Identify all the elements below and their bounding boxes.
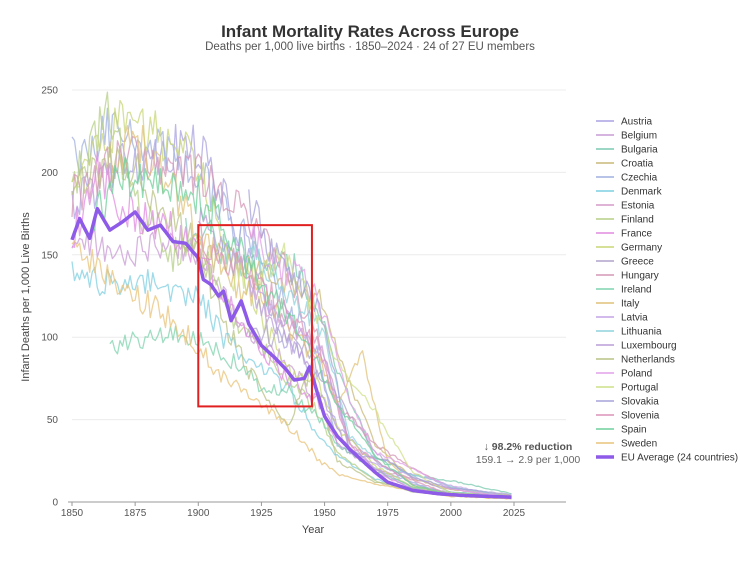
legend-item[interactable]: Italy [621, 299, 639, 310]
series-line-italy [109, 125, 512, 499]
legend-item[interactable]: Ireland [621, 285, 652, 296]
legend-item[interactable]: Denmark [621, 187, 663, 198]
legend-item[interactable]: Netherlands [621, 355, 675, 366]
legend-item[interactable]: Hungary [621, 271, 659, 282]
legend-item[interactable]: Croatia [621, 159, 654, 170]
legend-item[interactable]: Slovakia [621, 397, 659, 408]
legend-item[interactable]: Luxembourg [621, 341, 677, 352]
series-line-eu-average [70, 206, 512, 499]
legend-item[interactable]: Spain [621, 425, 647, 436]
chart-title: Infant Mortality Rates Across Europe [221, 22, 519, 41]
highlight-box-layer [197, 224, 313, 408]
y-tick-label: 100 [41, 333, 58, 344]
x-axis-title: Year [302, 524, 325, 536]
y-axis-title: Infant Deaths per 1,000 Live Births [20, 212, 32, 382]
x-tick-label: 1925 [250, 508, 273, 519]
legend-item[interactable]: France [621, 229, 653, 240]
y-tick-label: 0 [52, 498, 58, 509]
legend-item[interactable]: Poland [621, 369, 652, 380]
reduction-detail: 159.1 → 2.9 per 1,000 [476, 454, 581, 466]
legend-item[interactable]: Finland [621, 215, 654, 226]
series-line-spain [91, 156, 512, 499]
legend-item[interactable]: Latvia [621, 313, 648, 324]
highlight-box [197, 224, 313, 408]
legend-item[interactable]: Estonia [621, 201, 655, 212]
legend-item[interactable]: Germany [621, 243, 662, 254]
y-tick-label: 150 [41, 250, 58, 261]
legend-item[interactable]: Greece [621, 257, 654, 268]
reduction-annotation: ↓ 98.2% reduction [484, 441, 573, 453]
x-tick-label: 1875 [124, 508, 147, 519]
legend-item[interactable]: Portugal [621, 383, 658, 394]
legend-item[interactable]: Austria [621, 117, 653, 128]
x-tick-label: 2000 [440, 508, 463, 519]
series-line-ireland [109, 325, 512, 498]
legend-item[interactable]: Czechia [621, 173, 658, 184]
legend-item[interactable]: Lithuania [621, 327, 662, 338]
x-tick-label: 1975 [377, 508, 400, 519]
legend-item[interactable]: Slovenia [621, 411, 660, 422]
y-tick-label: 250 [41, 86, 58, 97]
axes: 0 50 100 150 200 250 1850 1875 1900 1925 1950 1975 2… [41, 86, 566, 519]
series-line-latvia [248, 276, 512, 498]
x-tick-label: 2025 [503, 508, 526, 519]
x-tick-label: 1950 [313, 508, 336, 519]
x-tick-label: 1850 [61, 508, 84, 519]
chart-subtitle: Deaths per 1,000 live births · 1850–2024… [205, 41, 535, 53]
series-layer [70, 91, 512, 500]
legend: Austria Belgium Bulgaria Croatia Czechia Denm… [596, 117, 738, 464]
legend-item[interactable]: Bulgaria [621, 145, 658, 156]
legend-item[interactable]: EU Average (24 countries) [621, 453, 738, 464]
series-line-czechia [71, 107, 512, 499]
y-tick-label: 50 [47, 415, 59, 426]
legend-item[interactable]: Belgium [621, 131, 657, 142]
y-tick-label: 200 [41, 168, 58, 179]
x-tick-label: 1900 [187, 508, 210, 519]
legend-item[interactable]: Sweden [621, 439, 657, 450]
